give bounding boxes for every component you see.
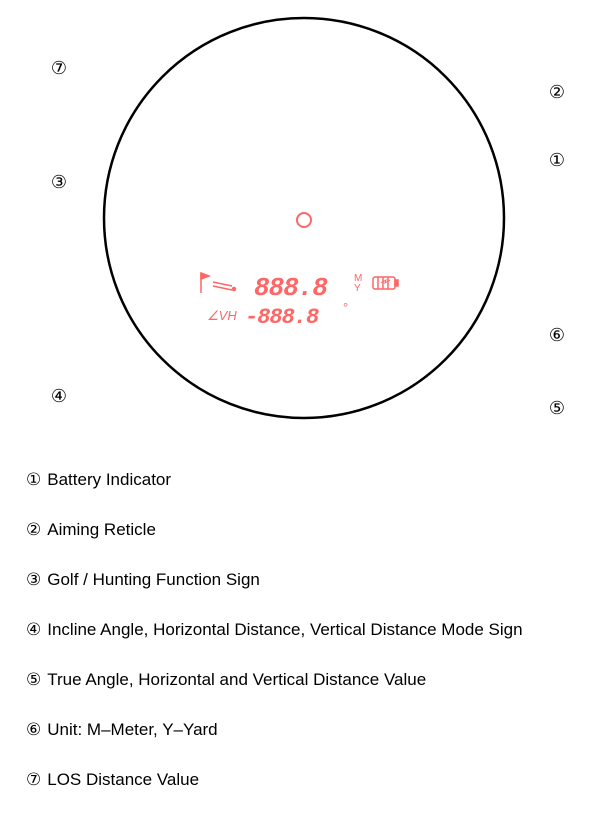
legend-num-2: ② — [26, 520, 41, 540]
legend-row-2: ② Aiming Reticle — [26, 520, 576, 540]
true-distance-value: -888.8 — [245, 305, 319, 330]
legend-num-4: ④ — [26, 620, 41, 640]
callout-1: ① — [542, 150, 572, 171]
legend-num-5: ⑤ — [26, 670, 41, 690]
callout-5: ⑤ — [542, 398, 572, 419]
rangefinder-diagram: ∠VH 888.8 -888.8 ° M Y — [0, 0, 599, 440]
legend-row-6: ⑥ Unit: M–Meter, Y–Yard — [26, 720, 576, 740]
legend-row-1: ① Battery Indicator — [26, 470, 576, 490]
callout-7: ⑦ — [44, 58, 74, 79]
diagram-area: ∠VH 888.8 -888.8 ° M Y — [0, 0, 599, 440]
viewfinder-circle — [104, 18, 504, 418]
legend-row-5: ⑤ True Angle, Horizontal and Vertical Di… — [26, 670, 576, 690]
legend: ① Battery Indicator ② Aiming Reticle ③ G… — [26, 470, 576, 820]
legend-num-3: ③ — [26, 570, 41, 590]
legend-num-6: ⑥ — [26, 720, 41, 740]
legend-row-3: ③ Golf / Hunting Function Sign — [26, 570, 576, 590]
callout-3: ③ — [44, 172, 74, 193]
angle-label: ∠VH — [207, 308, 237, 323]
battery-icon — [373, 277, 398, 289]
legend-text-6: Unit: M–Meter, Y–Yard — [47, 720, 217, 740]
degree-mark: ° — [343, 300, 348, 315]
callout-2: ② — [542, 82, 572, 103]
legend-text-3: Golf / Hunting Function Sign — [47, 570, 260, 590]
legend-num-7: ⑦ — [26, 770, 41, 790]
legend-text-2: Aiming Reticle — [47, 520, 156, 540]
legend-row-4: ④ Incline Angle, Horizontal Distance, Ve… — [26, 620, 576, 640]
legend-text-7: LOS Distance Value — [47, 770, 199, 790]
callout-4: ④ — [44, 386, 74, 407]
legend-num-1: ① — [26, 470, 41, 490]
golf-icon — [201, 273, 236, 293]
unit-y: Y — [354, 283, 361, 294]
legend-row-7: ⑦ LOS Distance Value — [26, 770, 576, 790]
aiming-reticle — [297, 213, 311, 227]
legend-text-5: True Angle, Horizontal and Vertical Dist… — [47, 670, 426, 690]
legend-text-4: Incline Angle, Horizontal Distance, Vert… — [47, 620, 522, 640]
legend-text-1: Battery Indicator — [47, 470, 171, 490]
callout-6: ⑥ — [542, 325, 572, 346]
los-distance-value: 888.8 — [254, 273, 328, 303]
leader-lines — [66, 67, 538, 407]
